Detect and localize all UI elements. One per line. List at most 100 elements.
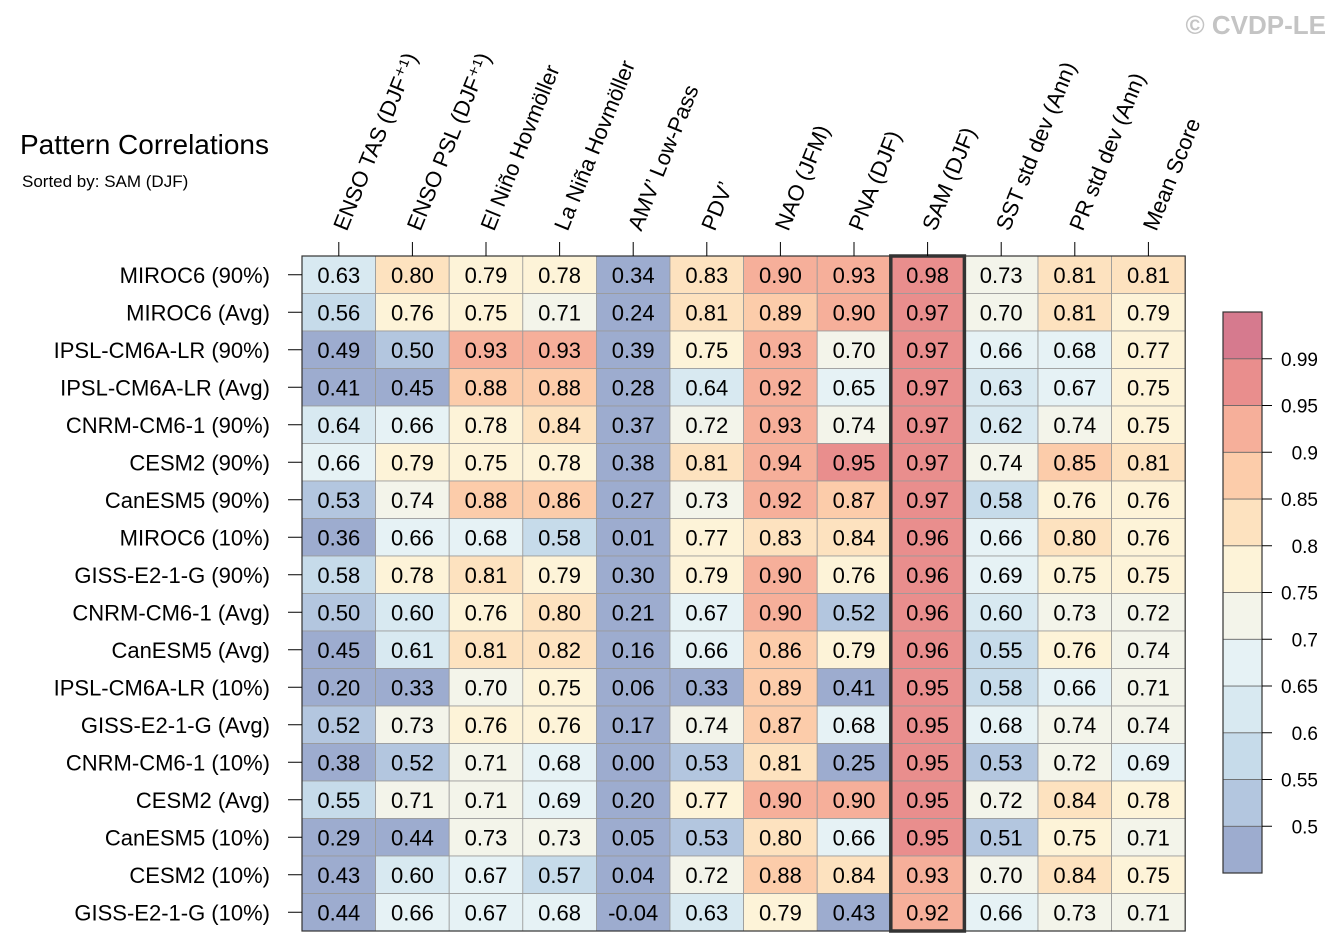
cell-value-label: 0.53 xyxy=(685,750,728,775)
cell-value-label: 0.66 xyxy=(980,338,1023,363)
cell-value-label: 0.69 xyxy=(980,563,1023,588)
heatmap-cell xyxy=(669,405,744,444)
cell-value-label: 0.68 xyxy=(465,525,508,550)
cell-value-label: 0.73 xyxy=(465,825,508,850)
cell-value-label: 0.72 xyxy=(685,863,728,888)
heatmap-cell xyxy=(1111,593,1186,632)
cell-value-label: 0.95 xyxy=(833,450,876,475)
heatmap-cell xyxy=(669,293,744,332)
heatmap-cell xyxy=(522,705,597,744)
cell-value-label: 0.93 xyxy=(759,338,802,363)
cell-value-label: 0.86 xyxy=(759,638,802,663)
colorbar-tick-label: 0.6 xyxy=(1292,724,1318,745)
row-label: CanESM5 (10%) xyxy=(105,825,270,850)
heatmap-cell xyxy=(1037,518,1112,557)
cell-value-label: 0.76 xyxy=(1053,488,1096,513)
heatmap-cell xyxy=(890,293,965,332)
cell-value-label: 0.67 xyxy=(465,863,508,888)
row-label: CESM2 (90%) xyxy=(129,450,270,475)
cell-value-label: 0.74 xyxy=(685,713,728,738)
cell-value-label: 0.84 xyxy=(1053,863,1096,888)
heatmap-cell xyxy=(596,593,671,632)
heatmap-cell xyxy=(448,668,524,707)
cell-value-label: 0.30 xyxy=(612,563,655,588)
heatmap-cell xyxy=(816,255,892,294)
colorbar-swatch xyxy=(1222,498,1263,547)
heatmap-cell xyxy=(743,705,818,744)
heatmap-cell xyxy=(1037,743,1112,782)
colorbar-tick-label: 0.95 xyxy=(1281,397,1318,418)
colorbar-swatch xyxy=(1222,545,1263,593)
cell-value-label: 0.73 xyxy=(538,825,581,850)
heatmap-cell xyxy=(669,705,744,744)
column-label: El Niño Hovmöller xyxy=(475,61,564,234)
heatmap-cell xyxy=(890,555,965,594)
cell-value-label: 0.78 xyxy=(391,563,434,588)
heatmap-cell xyxy=(301,330,376,369)
cell-value-label: 0.76 xyxy=(1127,525,1170,550)
cell-value-label: 0.81 xyxy=(465,563,508,588)
heatmap-cell xyxy=(669,255,744,294)
cell-value-label: 0.81 xyxy=(1127,263,1170,288)
cell-value-label: 0.69 xyxy=(1127,750,1170,775)
cell-value-label: 0.37 xyxy=(612,413,655,438)
heatmap-cell xyxy=(1037,630,1112,669)
cell-value-label: 0.79 xyxy=(391,450,434,475)
cell-value-label: 0.55 xyxy=(317,788,360,813)
cell-value-label: 0.16 xyxy=(612,638,655,663)
cell-value-label: 0.75 xyxy=(1127,563,1170,588)
heatmap-cell xyxy=(1037,480,1112,519)
heatmap-cell xyxy=(596,480,671,519)
cell-value-label: 0.66 xyxy=(1053,675,1096,700)
cell-value-label: 0.96 xyxy=(906,600,949,625)
heatmap-cell xyxy=(743,780,818,819)
cell-value-label: 0.93 xyxy=(906,863,949,888)
colorbar-swatch xyxy=(1222,451,1263,500)
column-label: NAO (JFM) xyxy=(770,121,835,233)
cell-value-label: 0.20 xyxy=(317,675,360,700)
row-label: CNRM-CM6-1 (Avg) xyxy=(72,600,270,625)
heatmap-cell xyxy=(596,405,671,444)
cell-value-label: 0.41 xyxy=(833,675,876,700)
cell-value-label: 0.70 xyxy=(980,863,1023,888)
heatmap-cell xyxy=(448,705,524,744)
watermark: © CVDP-LE xyxy=(1186,10,1327,40)
cell-value-label: 0.97 xyxy=(906,488,949,513)
row-label: IPSL-CM6A-LR (90%) xyxy=(54,338,270,363)
cell-value-label: 0.76 xyxy=(465,600,508,625)
heatmap-cell xyxy=(1037,780,1112,819)
cell-value-label: 0.80 xyxy=(759,825,802,850)
cell-value-label: 0.73 xyxy=(980,263,1023,288)
cell-value-label: 0.79 xyxy=(538,563,581,588)
cell-value-label: 0.74 xyxy=(391,488,434,513)
colorbar-tick-label: 0.5 xyxy=(1292,817,1318,838)
heatmap-cell xyxy=(301,705,376,744)
cell-value-label: 0.98 xyxy=(906,263,949,288)
cell-value-label: 0.75 xyxy=(465,450,508,475)
cell-value-label: 0.97 xyxy=(906,413,949,438)
heatmap-cell xyxy=(375,593,450,632)
heatmap-cell xyxy=(669,668,744,707)
cell-value-label: 0.45 xyxy=(317,638,360,663)
column-label: La Niña Hovmöller xyxy=(549,57,640,234)
colorbar-tick-label: 0.9 xyxy=(1292,443,1318,464)
cell-value-label: 0.71 xyxy=(391,788,434,813)
heatmap-cell xyxy=(743,368,818,407)
cell-value-label: 0.00 xyxy=(612,750,655,775)
cell-value-label: 0.84 xyxy=(538,413,581,438)
cell-value-label: 0.88 xyxy=(465,375,508,400)
cell-value-label: 0.78 xyxy=(1127,788,1170,813)
column-labels: ENSO TAS (DJF⁺¹)ENSO PSL (DJF⁺¹)El Niño … xyxy=(328,49,1205,234)
row-label: IPSL-CM6A-LR (Avg) xyxy=(60,375,270,400)
heatmap-cell xyxy=(301,555,376,594)
colorbar-tick-label: 0.8 xyxy=(1292,537,1318,558)
cell-value-label: 0.92 xyxy=(906,900,949,925)
heatmap-cell xyxy=(1037,668,1112,707)
colorbar: 0.5 0.55 0.6 0.65 0.7 0.75 0.8 0.85 0.9 0.95 0.99 xyxy=(1222,311,1318,874)
cell-value-label: 0.75 xyxy=(465,300,508,325)
heatmap-cell xyxy=(1111,630,1186,669)
cell-value-label: 0.95 xyxy=(906,750,949,775)
heatmap-cell xyxy=(522,630,597,669)
heatmap-cell xyxy=(669,630,744,669)
heatmap-cell xyxy=(522,893,597,932)
